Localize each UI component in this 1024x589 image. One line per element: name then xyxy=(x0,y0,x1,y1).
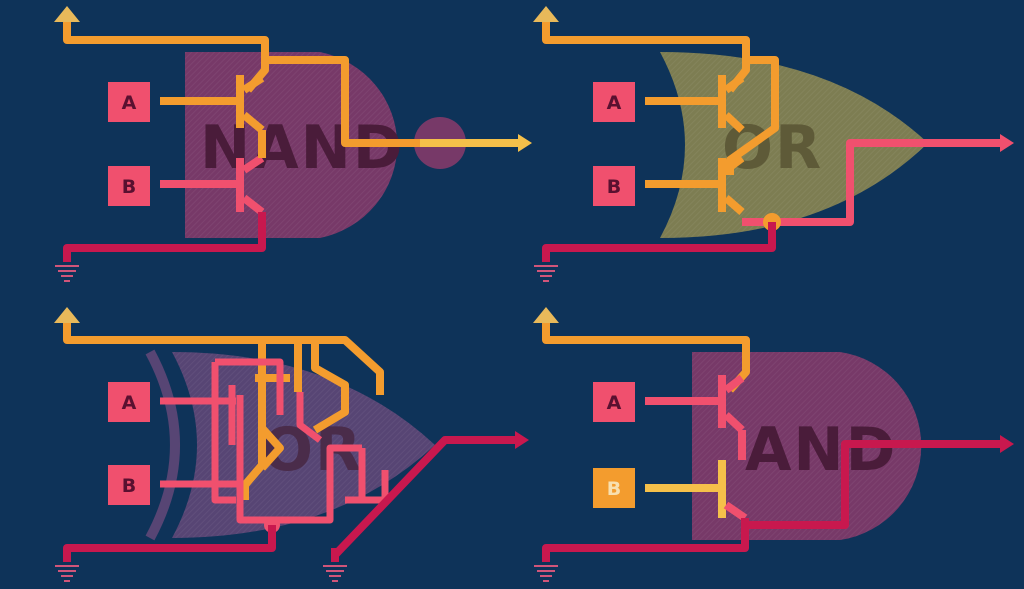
input-b-label: B xyxy=(607,478,621,500)
input-b[interactable]: B xyxy=(593,468,635,508)
output-arrow xyxy=(1000,134,1014,152)
ground-icon xyxy=(534,565,558,582)
input-a-label: A xyxy=(122,92,137,114)
output-arrow xyxy=(515,431,529,449)
input-a[interactable]: A xyxy=(593,82,635,122)
panel-xor: OR A B xyxy=(54,307,529,582)
input-a-label: A xyxy=(607,392,622,414)
output-arrow xyxy=(1000,435,1014,453)
ground-icon xyxy=(55,565,79,582)
input-a-label: A xyxy=(122,392,137,414)
input-b[interactable]: B xyxy=(108,166,150,206)
ground-icon xyxy=(55,265,79,282)
transistor-2 xyxy=(645,154,745,216)
transistor-1 xyxy=(645,374,745,433)
power-triangle-icon xyxy=(533,6,559,22)
input-a[interactable]: A xyxy=(108,382,150,422)
transistor-2 xyxy=(160,154,265,216)
transistor-2 xyxy=(645,460,726,518)
power-triangle-icon xyxy=(533,307,559,323)
transistor-1 xyxy=(160,74,265,134)
transistor-2-leads xyxy=(723,501,748,522)
gate-label: AND xyxy=(745,415,897,485)
internal-wires-signal xyxy=(160,358,389,524)
ground-wire xyxy=(63,212,266,262)
input-a-label: A xyxy=(607,92,622,114)
output-wire xyxy=(741,440,1002,529)
input-a[interactable]: A xyxy=(593,382,635,422)
transistor-1 xyxy=(645,74,745,133)
output-wire xyxy=(332,436,517,558)
ground-icon xyxy=(534,265,558,282)
ground-wire xyxy=(542,222,776,262)
input-b[interactable]: B xyxy=(108,465,150,505)
gate-label: NAND xyxy=(200,113,405,183)
power-wire xyxy=(63,323,384,395)
input-b[interactable]: B xyxy=(593,166,635,206)
output-wire xyxy=(742,139,1002,226)
input-b-label: B xyxy=(122,475,136,497)
ground-wire xyxy=(542,525,749,562)
power-triangle-icon xyxy=(54,6,80,22)
panel-nand: NAND A B xyxy=(54,6,532,282)
ground-icon xyxy=(323,565,347,582)
input-b-label: B xyxy=(122,176,136,198)
power-triangle-icon xyxy=(54,307,80,323)
input-a[interactable]: A xyxy=(108,82,150,122)
ground-wire xyxy=(63,525,339,562)
internal-wires-power xyxy=(241,340,349,500)
output-arrow xyxy=(518,134,532,152)
and-gate-body xyxy=(692,352,922,540)
panel-or: OR A B xyxy=(533,6,1014,282)
input-b-label: B xyxy=(607,176,621,198)
panel-and: AND A B xyxy=(533,307,1014,582)
or-gate-body xyxy=(660,52,928,238)
